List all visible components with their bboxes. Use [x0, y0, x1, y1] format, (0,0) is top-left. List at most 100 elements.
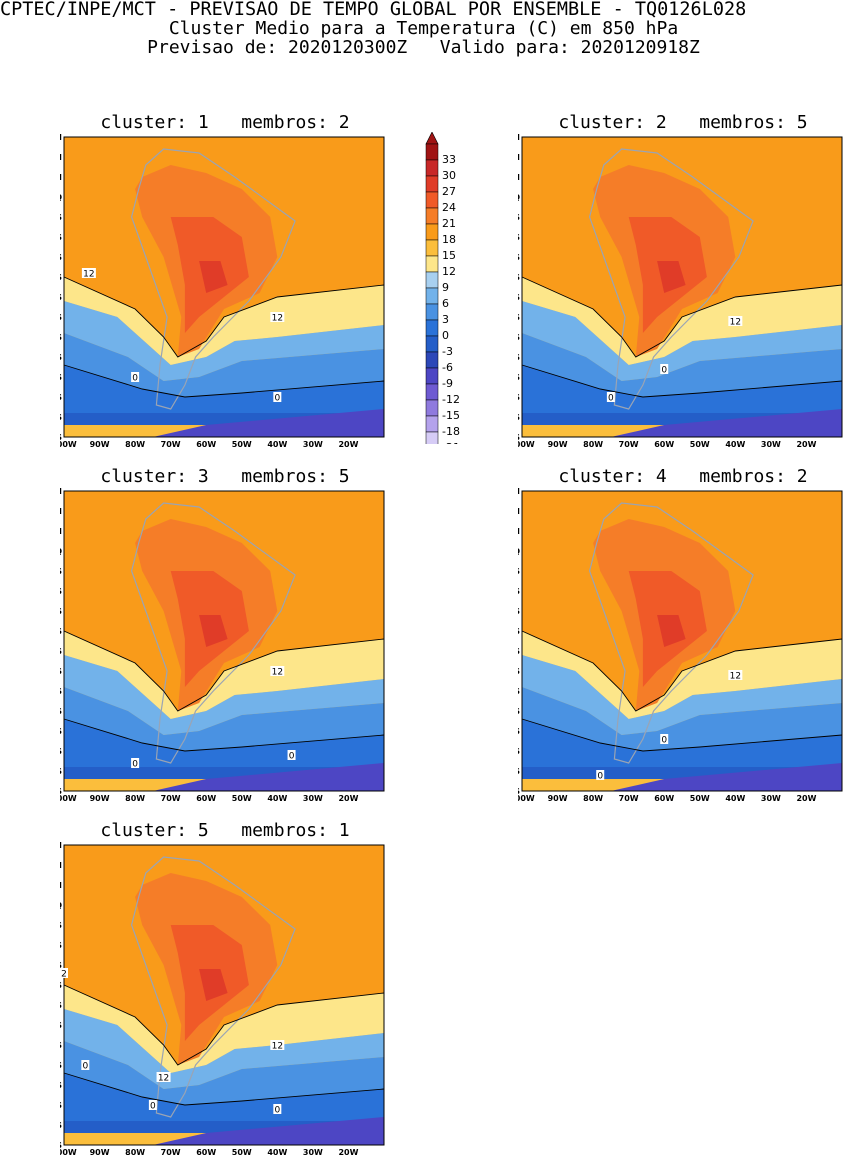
colorbar-swatch — [425, 287, 439, 305]
lon-tick-label: 70W — [161, 440, 181, 449]
lat-tick-label: 25S — [60, 647, 62, 656]
colorbar-swatch — [425, 255, 439, 273]
lon-tick-label: 30W — [303, 794, 323, 803]
header-line-1: CPTEC/INPE/MCT - PREVISAO DE TEMPO GLOBA… — [0, 0, 747, 20]
lat-tick-label: EQ — [518, 547, 520, 556]
contour-label: 0 — [661, 736, 667, 746]
colorbar-swatch — [425, 415, 439, 433]
colorbar-tick-label: 6 — [442, 297, 449, 310]
panel-title: cluster: 5 membros: 1 — [100, 820, 350, 841]
colorbar-tick-label: -15 — [442, 409, 460, 422]
temperature-map: 15N 10N 5N EQ 5S 10S 15S 20S 25S 30S 35S 40S 45S 50S 5… — [518, 133, 843, 449]
lat-tick-label: 60S — [518, 433, 520, 442]
lon-tick-label: 30W — [303, 440, 323, 449]
lat-tick-label: 50S — [60, 393, 62, 402]
lon-tick-label: 80W — [583, 440, 603, 449]
lat-tick-label: 10S — [60, 587, 62, 596]
map-frame — [63, 844, 385, 1146]
temperature-band-27 — [657, 261, 686, 293]
colorbar-tick-label: 15 — [442, 249, 456, 262]
lon-tick-label: 80W — [125, 440, 145, 449]
temperature-map: 15N 10N 5N EQ 5S 10S 15S 20S 25S 30S 35S 40S 45S 50S 5… — [60, 841, 385, 1157]
contour-label-bg — [728, 670, 743, 680]
contour-0 — [521, 718, 843, 752]
temperature-band-12 — [522, 631, 842, 719]
temperature-band-12 — [522, 277, 842, 365]
lat-tick-label: 15N — [60, 133, 62, 142]
lon-tick-label: 60W — [654, 440, 674, 449]
contour-label-bg — [81, 1060, 90, 1070]
lon-tick-label: 90W — [90, 1148, 110, 1157]
colorbar-tick-label: -6 — [442, 361, 453, 374]
map-frame — [521, 490, 843, 792]
lat-tick-label: 5N — [60, 173, 62, 182]
lat-tick-label: 10N — [518, 153, 520, 162]
lon-tick-label: 80W — [125, 1148, 145, 1157]
lat-tick-label: 50S — [60, 1101, 62, 1110]
lat-tick-label: 45S — [60, 727, 62, 736]
lon-tick-label: 70W — [619, 440, 639, 449]
lat-tick-label: 60S — [60, 433, 62, 442]
lon-tick-label: 30W — [303, 1148, 323, 1157]
contour-label: 0 — [132, 374, 138, 384]
lat-tick-label: 20S — [60, 981, 62, 990]
lat-tick-label: EQ — [518, 193, 520, 202]
lon-tick-label: 20W — [796, 440, 816, 449]
lat-tick-label: 40S — [518, 707, 520, 716]
lat-tick-label: 5N — [518, 527, 520, 536]
lat-tick-label: 55S — [518, 767, 520, 776]
contour-label-bg — [273, 392, 282, 402]
lat-tick-label: 60S — [60, 787, 62, 796]
contour-label-bg — [270, 312, 285, 322]
lon-tick-label: 60W — [196, 794, 216, 803]
lat-tick-label: 20S — [518, 273, 520, 282]
temperature-band-0 — [522, 719, 842, 767]
colorbar-tick-label: 33 — [442, 153, 456, 166]
lon-tick-label: 80W — [125, 794, 145, 803]
contour-0 — [521, 364, 843, 398]
lat-tick-label: 5S — [60, 567, 62, 576]
lat-tick-label: 15N — [518, 133, 520, 142]
lat-tick-label: 35S — [60, 1041, 62, 1050]
lat-tick-label: 55S — [60, 1121, 62, 1130]
colorbar-tick-label: 18 — [442, 233, 456, 246]
lon-tick-label: 40W — [267, 440, 287, 449]
contour-label: 0 — [661, 366, 667, 376]
temperature-band-27 — [657, 615, 686, 647]
contour-label: 12 — [730, 318, 741, 328]
temperature-band-12 — [64, 277, 384, 365]
contour-label-bg — [728, 316, 743, 326]
lat-tick-label: 10S — [60, 941, 62, 950]
lon-tick-label: 90W — [90, 440, 110, 449]
lat-tick-label: 10N — [60, 861, 62, 870]
contour-label-bg — [156, 1072, 171, 1082]
contour-label-bg — [660, 364, 669, 374]
lat-tick-label: 50S — [60, 747, 62, 756]
temperature-band-0 — [64, 1073, 384, 1121]
temperature-band--9 — [152, 1117, 384, 1145]
lat-tick-label: 5N — [518, 173, 520, 182]
lat-tick-label: EQ — [60, 901, 62, 910]
colorbar-swatch — [425, 239, 439, 257]
lon-tick-label: 20W — [338, 1148, 358, 1157]
colorbar-top-arrow — [425, 132, 439, 145]
temperature-band-6 — [64, 301, 384, 381]
lat-tick-label: 15S — [60, 961, 62, 970]
contour-label: 0 — [608, 394, 614, 404]
lat-tick-label: 10S — [60, 233, 62, 242]
lat-tick-label: 10N — [60, 153, 62, 162]
lon-tick-label: 40W — [725, 794, 745, 803]
colorbar-tick-label: -12 — [442, 393, 460, 406]
lon-tick-label: 70W — [619, 794, 639, 803]
temperature-band--9 — [152, 409, 384, 437]
contour-label: 0 — [274, 1106, 280, 1116]
colorbar-swatch — [425, 207, 439, 225]
lat-tick-label: 25S — [518, 647, 520, 656]
lat-tick-label: EQ — [60, 193, 62, 202]
lon-tick-label: 20W — [796, 794, 816, 803]
map-panel-cluster-3: cluster: 3 membros: 5 15N 10N 5N EQ 5S 10S 15S… — [60, 467, 390, 807]
colorbar-swatch — [425, 351, 439, 369]
lat-tick-label: 20S — [60, 273, 62, 282]
contour-0 — [63, 1072, 385, 1106]
